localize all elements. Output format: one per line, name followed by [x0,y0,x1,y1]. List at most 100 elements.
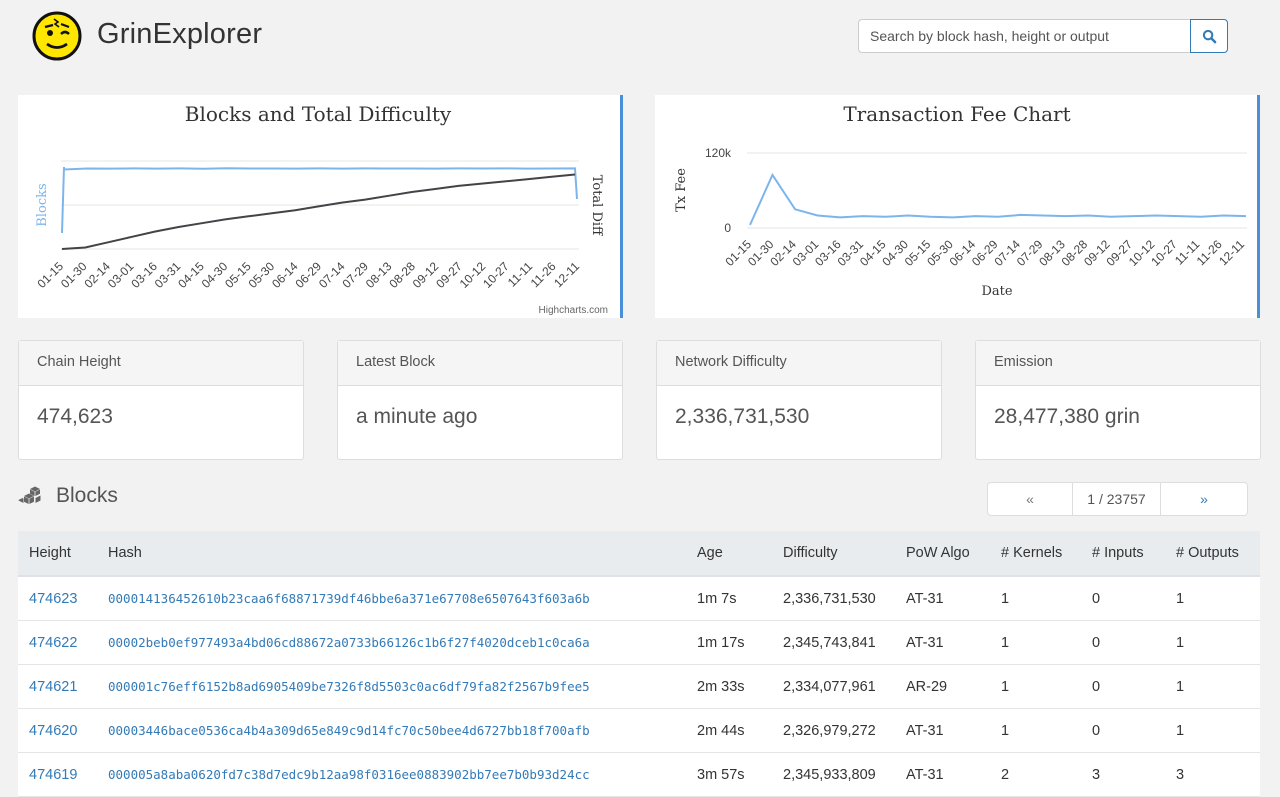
x-tick-label: 10-27 [480,259,512,291]
pager-prev-button[interactable]: « [987,482,1073,516]
block-hash-link[interactable]: 000005a8aba0620fd7c38d7edc9b12aa98f0316e… [108,766,590,782]
block-outputs: 1 [1165,576,1260,621]
block-kernels: 1 [990,620,1081,665]
block-hash-link[interactable]: 00003446bace0536ca4b4a309d65e849c9d14fc7… [108,722,590,738]
stat-card-chain-height: Chain Height 474,623 [18,340,304,460]
block-inputs: 0 [1081,620,1165,665]
x-tick-label: 02-14 [81,259,113,291]
block-height-link[interactable]: 474622 [29,634,78,651]
x-tick-label: 12-11 [551,259,582,290]
block-inputs: 0 [1081,708,1165,753]
table-row: 474621 000001c76eff6152b8ad6905409be7326… [18,664,1260,709]
block-age: 1m 17s [686,620,772,665]
x-tick-label: 08-28 [386,259,418,291]
stat-value: 2,336,731,530 [675,405,810,428]
col-age: Age [686,531,772,577]
stat-value: 474,623 [37,405,113,428]
grin-logo-icon[interactable] [32,11,82,61]
x-tick-label: 12-11 [1216,237,1247,268]
series-line-tx-fee [749,172,1247,226]
y-axis-label-blocks: Blocks [35,183,50,226]
y-axis-label-tx-fee: Tx Fee [674,168,689,212]
block-kernels: 1 [990,708,1081,753]
header: GrinExplorer [0,0,1280,80]
stat-label: Latest Block [338,341,622,386]
x-tick-label: 11-26 [528,259,559,290]
x-tick-label: 01-30 [58,259,90,291]
block-kernels: 1 [990,664,1081,709]
transaction-fee-chart: Transaction Fee Chart Tx Fee Date 0 120k … [655,95,1260,318]
block-outputs: 1 [1165,664,1260,709]
brand-title[interactable]: GrinExplorer [97,18,263,50]
table-header-row: Height Hash Age Difficulty PoW Algo # Ke… [18,531,1260,577]
col-hash: Hash [97,531,686,577]
x-axis-label-date: Date [981,284,1012,299]
x-tick-label: 07-14 [316,259,348,291]
x-tick-label: 05-30 [246,259,278,291]
block-inputs: 0 [1081,576,1165,621]
pagination: « 1 / 23757 » [987,482,1248,516]
block-difficulty: 2,326,979,272 [772,708,895,753]
block-age: 1m 7s [686,576,772,621]
search-icon [1202,29,1216,43]
search-button[interactable] [1190,19,1228,53]
table-row: 474619 000005a8aba0620fd7c38d7edc9b12aa9… [18,752,1260,797]
stat-value: a minute ago [356,405,478,428]
x-tick-label: 03-31 [152,259,184,291]
block-pow-algo: AT-31 [895,620,990,665]
block-height-link[interactable]: 474623 [29,590,78,607]
block-difficulty: 2,345,743,841 [772,620,895,665]
block-pow-algo: AT-31 [895,752,990,797]
block-hash-link[interactable]: 00002beb0ef977493a4bd06cd88672a0733b6612… [108,634,590,650]
block-difficulty: 2,334,077,961 [772,664,895,709]
x-tick-label: 06-14 [269,259,301,291]
transaction-fee-chart-svg: Transaction Fee Chart Tx Fee Date 0120k … [674,102,1247,299]
pager-page-indicator: 1 / 23757 [1073,482,1161,516]
blocks-title-label: Blocks [56,484,118,507]
col-outputs: # Outputs [1165,531,1260,577]
col-kernels: # Kernels [990,531,1081,577]
x-tick-label: 05-15 [222,259,254,291]
blocks-section-title: Blocks [18,481,118,511]
block-pow-algo: AR-29 [895,664,990,709]
table-row: 474623 000014136452610b23caa6f68871739df… [18,576,1260,621]
block-hash-link[interactable]: 000001c76eff6152b8ad6905409be7326f8d5503… [108,678,590,694]
search-input[interactable] [858,19,1190,53]
block-outputs: 1 [1165,708,1260,753]
block-difficulty: 2,345,933,809 [772,752,895,797]
cubes-icon [18,486,41,504]
block-age: 2m 44s [686,708,772,753]
x-tick-label: 09-27 [433,259,465,291]
block-outputs: 1 [1165,620,1260,665]
pager-next-button[interactable]: » [1161,482,1248,516]
x-tick-label: 11-11 [505,259,536,290]
series-line-blocks [61,166,578,234]
block-height-link[interactable]: 474619 [29,766,78,783]
block-kernels: 2 [990,752,1081,797]
x-tick-label: 06-29 [293,259,325,291]
stat-value: 28,477,380 grin [994,405,1140,428]
x-tick-label: 07-29 [339,259,371,291]
chart-title: Blocks and Total Difficulty [185,102,452,126]
block-hash-link[interactable]: 000014136452610b23caa6f68871739df46bbe6a… [108,590,590,606]
chart-title: Transaction Fee Chart [843,102,1070,126]
col-inputs: # Inputs [1081,531,1165,577]
x-tick-label: 01-15 [35,259,67,291]
x-tick-label: 04-15 [175,259,207,291]
block-height-link[interactable]: 474620 [29,722,78,739]
y-tick-label: 0 [724,221,731,235]
search-form [858,19,1228,53]
block-outputs: 3 [1165,752,1260,797]
blocks-table: Height Hash Age Difficulty PoW Algo # Ke… [18,531,1260,797]
chart-credits[interactable]: Highcharts.com [539,305,608,316]
block-height-link[interactable]: 474621 [29,678,78,695]
x-tick-label: 10-12 [457,259,489,291]
block-inputs: 0 [1081,664,1165,709]
block-age: 2m 33s [686,664,772,709]
stat-label: Network Difficulty [657,341,941,386]
stat-card-latest-block: Latest Block a minute ago [337,340,623,460]
x-tick-label: 09-12 [410,259,442,291]
col-pow-algo: PoW Algo [895,531,990,577]
block-kernels: 1 [990,576,1081,621]
col-difficulty: Difficulty [772,531,895,577]
